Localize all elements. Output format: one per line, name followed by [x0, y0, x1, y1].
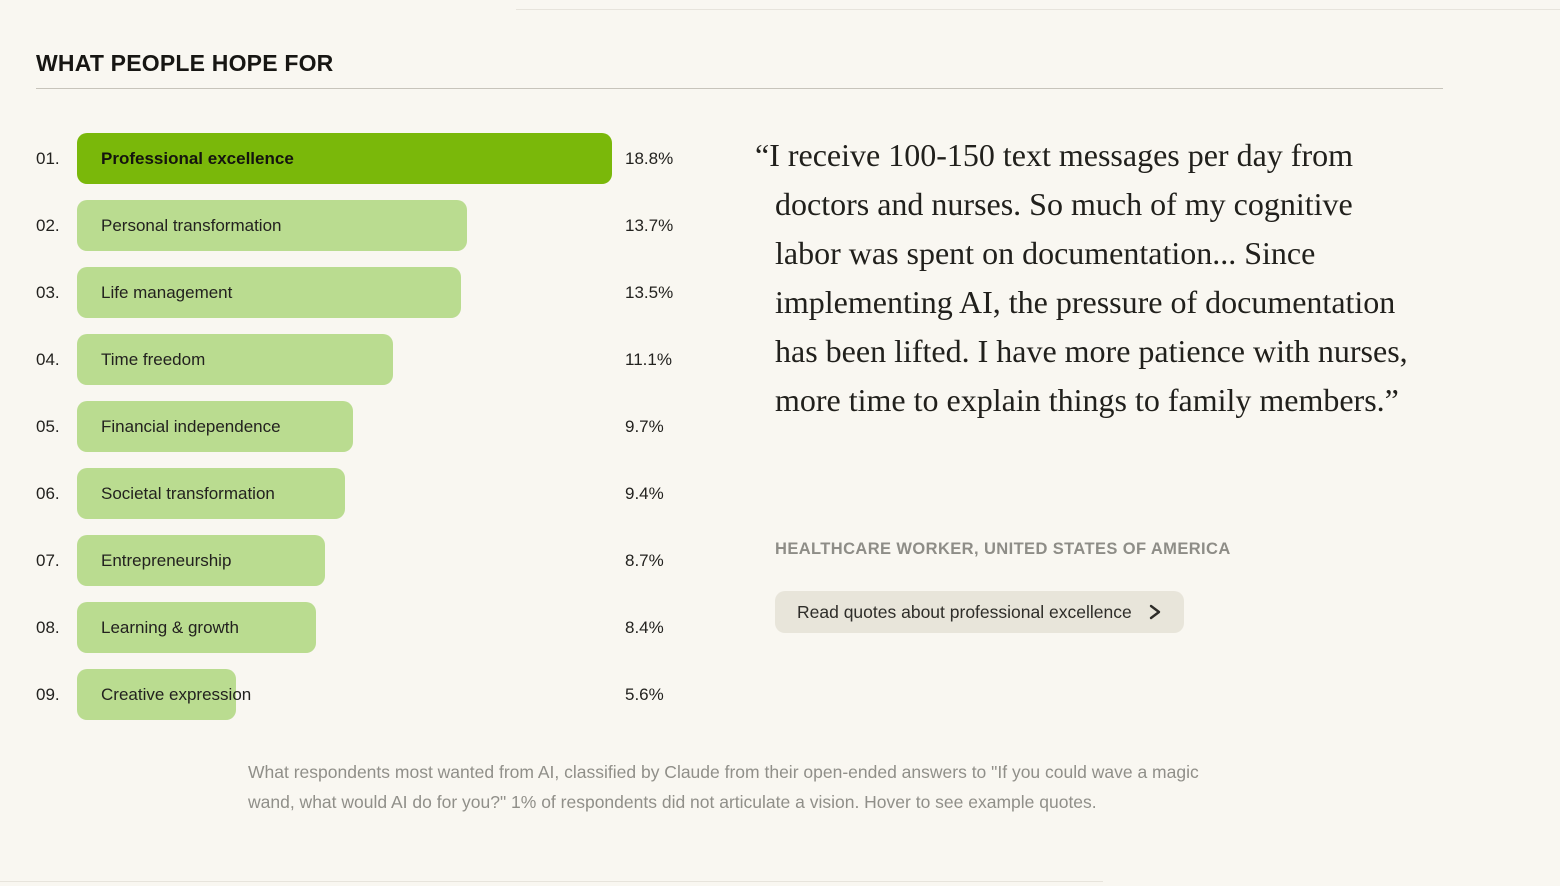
bar-label: Time freedom: [101, 349, 206, 369]
bar-label: Entrepreneurship: [101, 550, 232, 570]
bar-value-label: 9.4%: [625, 483, 664, 503]
bar-value-label: 8.7%: [625, 550, 664, 570]
bar-rank: 01.: [36, 148, 60, 168]
bar-row[interactable]: 04. Time freedom 11.1%: [36, 334, 716, 385]
bar-label: Financial independence: [101, 416, 281, 436]
page-title: WHAT PEOPLE HOPE FOR: [36, 50, 334, 77]
bar-row[interactable]: 05. Financial independence 9.7%: [36, 401, 716, 452]
bar-chart: 01. Professional excellence 18.8% 02. Person…: [36, 133, 716, 736]
bar-rank: 03.: [36, 282, 60, 302]
bar[interactable]: Entrepreneurship: [77, 535, 325, 586]
bar-rank: 04.: [36, 349, 60, 369]
bar-row[interactable]: 06. Societal transformation 9.4%: [36, 468, 716, 519]
title-divider: [36, 88, 1443, 89]
read-quotes-button-label: Read quotes about professional excellenc…: [797, 601, 1132, 622]
bar-rank: 02.: [36, 215, 60, 235]
bar-value-label: 11.1%: [625, 349, 672, 369]
bar[interactable]: Personal transformation: [77, 200, 467, 251]
bar-rank: 09.: [36, 684, 60, 704]
quote-attribution: HEALTHCARE WORKER, UNITED STATES OF AMER…: [775, 540, 1231, 558]
bar-label: Societal transformation: [101, 483, 275, 503]
chart-caption: What respondents most wanted from AI, cl…: [248, 762, 1199, 812]
top-divider: [516, 9, 1560, 10]
bar[interactable]: Societal transformation: [77, 468, 345, 519]
bar-rank: 08.: [36, 617, 60, 637]
bar-rank: 06.: [36, 483, 60, 503]
bar-value-label: 18.8%: [625, 148, 674, 168]
bar[interactable]: Professional excellence: [77, 133, 612, 184]
bar-label: Personal transformation: [101, 215, 282, 235]
bar-label: Life management: [101, 282, 233, 302]
bar[interactable]: Creative expression: [77, 669, 251, 720]
bar-row[interactable]: 09. Creative expression 5.6%: [36, 669, 716, 720]
bar-label: Learning & growth: [101, 617, 239, 637]
bar-label: Professional excellence: [101, 148, 294, 168]
bar-row[interactable]: 01. Professional excellence 18.8%: [36, 133, 716, 184]
bottom-divider: [0, 881, 1103, 882]
bar-value-label: 5.6%: [625, 684, 664, 704]
bar-rank: 07.: [36, 550, 60, 570]
bar-value-label: 13.5%: [625, 282, 674, 302]
bar[interactable]: Financial independence: [77, 401, 353, 452]
chevron-right-icon: [1148, 604, 1162, 620]
bar-label: Creative expression: [101, 684, 252, 704]
quote-text: “I receive 100-150 text messages per day…: [755, 137, 1408, 418]
read-quotes-button[interactable]: Read quotes about professional excellenc…: [775, 591, 1184, 633]
bar-value-label: 8.4%: [625, 617, 664, 637]
bar-row[interactable]: 07. Entrepreneurship 8.7%: [36, 535, 716, 586]
bar-row[interactable]: 08. Learning & growth 8.4%: [36, 602, 716, 653]
bar[interactable]: Time freedom: [77, 334, 393, 385]
bar-row[interactable]: 02. Personal transformation 13.7%: [36, 200, 716, 251]
bar-row[interactable]: 03. Life management 13.5%: [36, 267, 716, 318]
bar-rank: 05.: [36, 416, 60, 436]
bar[interactable]: Learning & growth: [77, 602, 316, 653]
bar-value-label: 13.7%: [625, 215, 674, 235]
bar[interactable]: Life management: [77, 267, 461, 318]
bar-value-label: 9.7%: [625, 416, 664, 436]
